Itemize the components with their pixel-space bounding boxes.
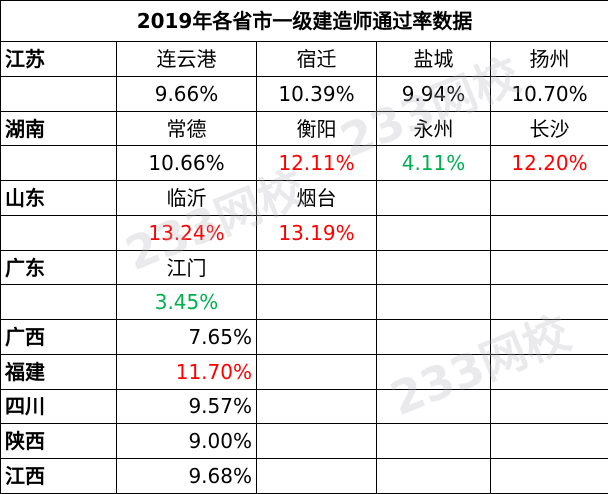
- empty-cell: [376, 458, 491, 494]
- pass-rate-value: 9.68%: [116, 458, 257, 494]
- pass-rate-value: 10.70%: [489, 75, 608, 112]
- empty-cell: [0, 214, 117, 251]
- city-name: 连云港: [116, 41, 257, 77]
- pass-rate-value: 10.39%: [256, 75, 377, 112]
- empty-cell: [489, 458, 608, 494]
- pass-rate-value: 13.19%: [256, 214, 377, 251]
- province-name: 广东: [0, 249, 117, 286]
- province-name: 陕西: [0, 423, 117, 460]
- city-name: 常德: [116, 110, 257, 147]
- city-name: [489, 180, 608, 216]
- province-name: 江西: [0, 458, 117, 494]
- empty-cell: [376, 388, 491, 425]
- pass-rate-value: [256, 284, 377, 321]
- empty-cell: [256, 353, 377, 390]
- province-name: 湖南: [0, 110, 117, 147]
- province-rate-row: 福建 11.70%: [0, 353, 608, 390]
- title-row: 2019年各省市一级建造师通过率数据: [0, 0, 608, 43]
- city-name: 扬州: [489, 41, 608, 77]
- province-rate-row: 四川 9.57%: [0, 388, 608, 425]
- empty-cell: [376, 353, 491, 390]
- pass-rate-value: [376, 284, 491, 321]
- province-city-row: 广东 江门: [0, 249, 608, 286]
- pass-rate-value: [376, 214, 491, 251]
- pass-rate-row: 13.24% 13.19%: [0, 214, 608, 251]
- city-name: 永州: [376, 110, 491, 147]
- pass-rate-value: 10.66%: [116, 145, 257, 182]
- province-rate-row: 陕西 9.00%: [0, 423, 608, 460]
- empty-cell: [489, 319, 608, 355]
- empty-cell: [489, 423, 608, 460]
- pass-rate-row: 9.66% 10.39% 9.94% 10.70%: [0, 75, 608, 112]
- city-name: [376, 249, 491, 286]
- empty-cell: [489, 388, 608, 425]
- pass-rate-value: 11.70%: [116, 353, 257, 390]
- empty-cell: [489, 353, 608, 390]
- pass-rate-value: 4.11%: [376, 145, 491, 182]
- pass-rate-value: 9.94%: [376, 75, 491, 112]
- province-name: 福建: [0, 353, 117, 390]
- province-name: 江苏: [0, 41, 117, 77]
- province-city-row: 江苏 连云港 宿迁 盐城 扬州: [0, 41, 608, 77]
- empty-cell: [256, 458, 377, 494]
- empty-cell: [0, 75, 117, 112]
- empty-cell: [256, 423, 377, 460]
- province-rate-row: 江西 9.68%: [0, 458, 608, 494]
- pass-rate-value: 9.00%: [116, 423, 257, 460]
- city-name: [376, 180, 491, 216]
- pass-rate-value: 7.65%: [116, 319, 257, 355]
- pass-rate-row: 3.45%: [0, 284, 608, 321]
- province-name: 广西: [0, 319, 117, 355]
- empty-cell: [376, 319, 491, 355]
- empty-cell: [0, 145, 117, 182]
- pass-rate-value: [489, 284, 608, 321]
- pass-rate-row: 10.66% 12.11% 4.11% 12.20%: [0, 145, 608, 182]
- table-title: 2019年各省市一级建造师通过率数据: [0, 0, 608, 43]
- pass-rate-value: 13.24%: [116, 214, 257, 251]
- pass-rate-value: 3.45%: [116, 284, 257, 321]
- city-name: 衡阳: [256, 110, 377, 147]
- city-name: 宿迁: [256, 41, 377, 77]
- province-name: 山东: [0, 180, 117, 216]
- empty-cell: [256, 388, 377, 425]
- empty-cell: [256, 319, 377, 355]
- empty-cell: [376, 423, 491, 460]
- city-name: [256, 249, 377, 286]
- city-name: [489, 249, 608, 286]
- pass-rate-value: 12.11%: [256, 145, 377, 182]
- pass-rate-value: 9.66%: [116, 75, 257, 112]
- city-name: 江门: [116, 249, 257, 286]
- pass-rate-value: [489, 214, 608, 251]
- empty-cell: [0, 284, 117, 321]
- province-city-row: 湖南 常德 衡阳 永州 长沙: [0, 110, 608, 147]
- city-name: 长沙: [489, 110, 608, 147]
- city-name: 盐城: [376, 41, 491, 77]
- province-name: 四川: [0, 388, 117, 425]
- pass-rate-value: 9.57%: [116, 388, 257, 425]
- province-city-row: 山东 临沂 烟台: [0, 180, 608, 216]
- pass-rate-value: 12.20%: [489, 145, 608, 182]
- province-rate-row: 广西 7.65%: [0, 319, 608, 355]
- city-name: 烟台: [256, 180, 377, 216]
- city-name: 临沂: [116, 180, 257, 216]
